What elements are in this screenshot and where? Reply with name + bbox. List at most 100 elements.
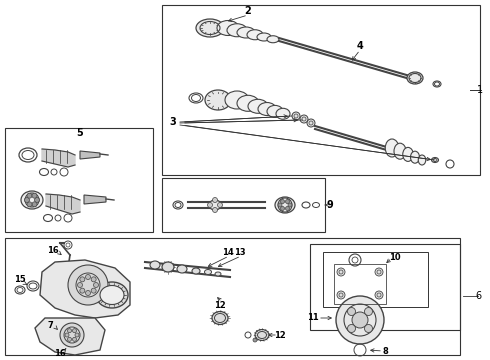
Polygon shape bbox=[84, 195, 106, 204]
Ellipse shape bbox=[96, 282, 128, 308]
Ellipse shape bbox=[21, 191, 43, 209]
Ellipse shape bbox=[247, 30, 263, 40]
Circle shape bbox=[91, 277, 96, 282]
Ellipse shape bbox=[177, 265, 187, 273]
Circle shape bbox=[68, 329, 72, 333]
Circle shape bbox=[347, 324, 356, 333]
Circle shape bbox=[337, 268, 345, 276]
Text: 16: 16 bbox=[47, 246, 59, 255]
Circle shape bbox=[292, 112, 300, 120]
Ellipse shape bbox=[258, 103, 276, 116]
Circle shape bbox=[280, 207, 285, 211]
Ellipse shape bbox=[209, 200, 221, 210]
Circle shape bbox=[286, 199, 290, 203]
Text: 12: 12 bbox=[214, 301, 226, 310]
Ellipse shape bbox=[204, 270, 212, 274]
Ellipse shape bbox=[162, 262, 174, 272]
Circle shape bbox=[91, 288, 96, 293]
Ellipse shape bbox=[403, 147, 413, 161]
Ellipse shape bbox=[150, 261, 160, 269]
Polygon shape bbox=[35, 318, 105, 355]
Ellipse shape bbox=[407, 72, 423, 84]
Text: 5: 5 bbox=[76, 128, 83, 138]
Polygon shape bbox=[80, 151, 100, 159]
Ellipse shape bbox=[255, 329, 269, 341]
Ellipse shape bbox=[237, 27, 255, 38]
Polygon shape bbox=[40, 260, 130, 318]
Bar bbox=[162, 178, 325, 232]
Circle shape bbox=[288, 203, 292, 207]
Circle shape bbox=[68, 265, 108, 305]
Ellipse shape bbox=[215, 272, 221, 276]
Text: 11: 11 bbox=[307, 314, 319, 323]
Ellipse shape bbox=[227, 24, 247, 37]
Ellipse shape bbox=[196, 19, 224, 37]
Ellipse shape bbox=[275, 197, 295, 213]
Text: 13: 13 bbox=[234, 248, 246, 257]
Text: 7: 7 bbox=[47, 320, 53, 329]
Circle shape bbox=[77, 283, 82, 288]
Polygon shape bbox=[46, 194, 80, 214]
Circle shape bbox=[60, 323, 84, 347]
Ellipse shape bbox=[205, 90, 231, 110]
Ellipse shape bbox=[217, 21, 239, 36]
Ellipse shape bbox=[394, 143, 406, 159]
Circle shape bbox=[253, 338, 257, 342]
Text: 10: 10 bbox=[389, 253, 401, 262]
Polygon shape bbox=[42, 149, 75, 167]
Bar bbox=[162, 5, 480, 175]
Ellipse shape bbox=[257, 33, 271, 41]
Circle shape bbox=[85, 274, 91, 279]
Circle shape bbox=[213, 207, 218, 212]
Ellipse shape bbox=[267, 36, 279, 43]
Circle shape bbox=[365, 307, 372, 315]
Text: 15: 15 bbox=[14, 275, 26, 284]
Circle shape bbox=[347, 307, 356, 315]
Text: 14: 14 bbox=[222, 248, 234, 257]
Circle shape bbox=[27, 202, 32, 207]
Ellipse shape bbox=[385, 139, 399, 157]
Bar bbox=[323, 252, 428, 307]
Text: 9: 9 bbox=[327, 200, 333, 210]
Circle shape bbox=[27, 193, 32, 198]
Circle shape bbox=[65, 333, 69, 337]
Circle shape bbox=[365, 324, 372, 333]
Circle shape bbox=[32, 202, 37, 207]
Circle shape bbox=[286, 207, 290, 211]
Circle shape bbox=[218, 202, 222, 207]
Text: 12: 12 bbox=[274, 330, 286, 339]
Circle shape bbox=[32, 193, 37, 198]
Circle shape bbox=[73, 337, 76, 341]
Circle shape bbox=[94, 283, 98, 288]
Text: 8: 8 bbox=[382, 346, 388, 356]
Bar bbox=[5, 128, 153, 232]
Circle shape bbox=[337, 291, 345, 299]
Circle shape bbox=[307, 119, 315, 127]
Circle shape bbox=[73, 329, 76, 333]
Ellipse shape bbox=[237, 95, 259, 111]
Text: 16: 16 bbox=[54, 348, 66, 357]
Circle shape bbox=[85, 291, 91, 296]
Text: 4: 4 bbox=[357, 41, 364, 51]
Ellipse shape bbox=[418, 155, 426, 165]
Circle shape bbox=[75, 333, 79, 337]
Bar bbox=[334, 264, 386, 304]
Text: 2: 2 bbox=[245, 6, 251, 16]
Circle shape bbox=[34, 198, 40, 202]
Ellipse shape bbox=[192, 268, 200, 274]
Circle shape bbox=[280, 199, 285, 203]
Circle shape bbox=[207, 202, 213, 207]
Circle shape bbox=[352, 312, 368, 328]
Circle shape bbox=[336, 296, 384, 344]
Circle shape bbox=[375, 291, 383, 299]
Text: 3: 3 bbox=[170, 117, 176, 127]
Circle shape bbox=[300, 115, 308, 123]
Ellipse shape bbox=[100, 285, 124, 305]
Ellipse shape bbox=[212, 311, 228, 324]
Circle shape bbox=[24, 198, 29, 202]
Circle shape bbox=[375, 268, 383, 276]
Circle shape bbox=[80, 288, 85, 293]
Ellipse shape bbox=[276, 108, 290, 119]
Text: 6: 6 bbox=[475, 291, 481, 301]
Bar bbox=[310, 244, 460, 330]
